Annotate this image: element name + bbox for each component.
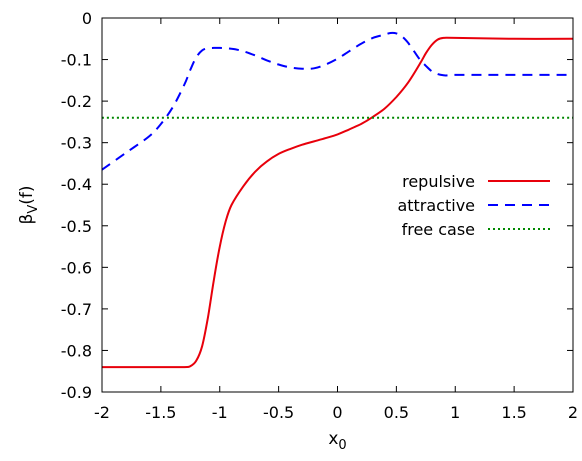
x-tick-label: 1.5 [501, 403, 526, 422]
y-tick-label: -0.6 [61, 258, 92, 277]
legend: repulsive attractive free case [397, 172, 550, 239]
x-axis-label-sub: 0 [338, 438, 346, 453]
series-layer [101, 31, 574, 369]
x-tick-label: -1.5 [145, 403, 176, 422]
tick-marks [101, 17, 574, 393]
legend-label: repulsive [402, 172, 475, 191]
x-axis-label-main: x [328, 429, 338, 449]
y-tick-label: -0.2 [61, 92, 92, 111]
y-tick-label: 0 [82, 9, 92, 28]
y-axis-label-sub: V [26, 205, 41, 214]
series-line-attractive [101, 31, 573, 171]
x-tick-label: 2 [568, 403, 578, 422]
legend-label: attractive [397, 196, 475, 215]
x-tick-label: 0.5 [384, 403, 409, 422]
y-tick-label: -0.1 [61, 51, 92, 70]
x-tick-label: -2 [94, 403, 110, 422]
y-axis-label-main: β [17, 214, 37, 225]
y-tick-label: -0.4 [61, 175, 92, 194]
y-tick-label: -0.9 [61, 383, 92, 402]
y-tick-label: -0.8 [61, 341, 92, 360]
x-tick-label: -1 [212, 403, 228, 422]
legend-label: free case [402, 220, 475, 239]
y-axis-label-tail: (f) [17, 185, 37, 204]
x-axis-label: x0 [328, 429, 346, 453]
y-axis-label: βV(f) [17, 185, 41, 224]
x-tick-label: 1 [450, 403, 460, 422]
y-tick-label: -0.7 [61, 300, 92, 319]
y-tick-label: -0.5 [61, 217, 92, 236]
x-tick-label: -0.5 [263, 403, 294, 422]
tick-labels: -2 -1.5 -1 -0.5 0 0.5 1 1.5 2 0 -0.1 -0.2 -0.3 -0.4 -0… [61, 9, 578, 422]
plot-frame [101, 17, 574, 393]
x-tick-label: 0 [332, 403, 342, 422]
y-tick-label: -0.3 [61, 134, 92, 153]
series-line-repulsive [101, 36, 574, 369]
